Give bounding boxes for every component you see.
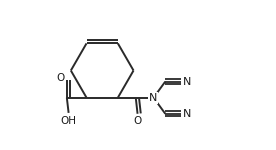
Text: N: N	[148, 93, 157, 103]
Text: O: O	[133, 116, 142, 126]
Text: OH: OH	[61, 116, 77, 126]
Text: N: N	[183, 76, 191, 87]
Text: O: O	[56, 73, 64, 83]
Text: N: N	[183, 109, 191, 119]
